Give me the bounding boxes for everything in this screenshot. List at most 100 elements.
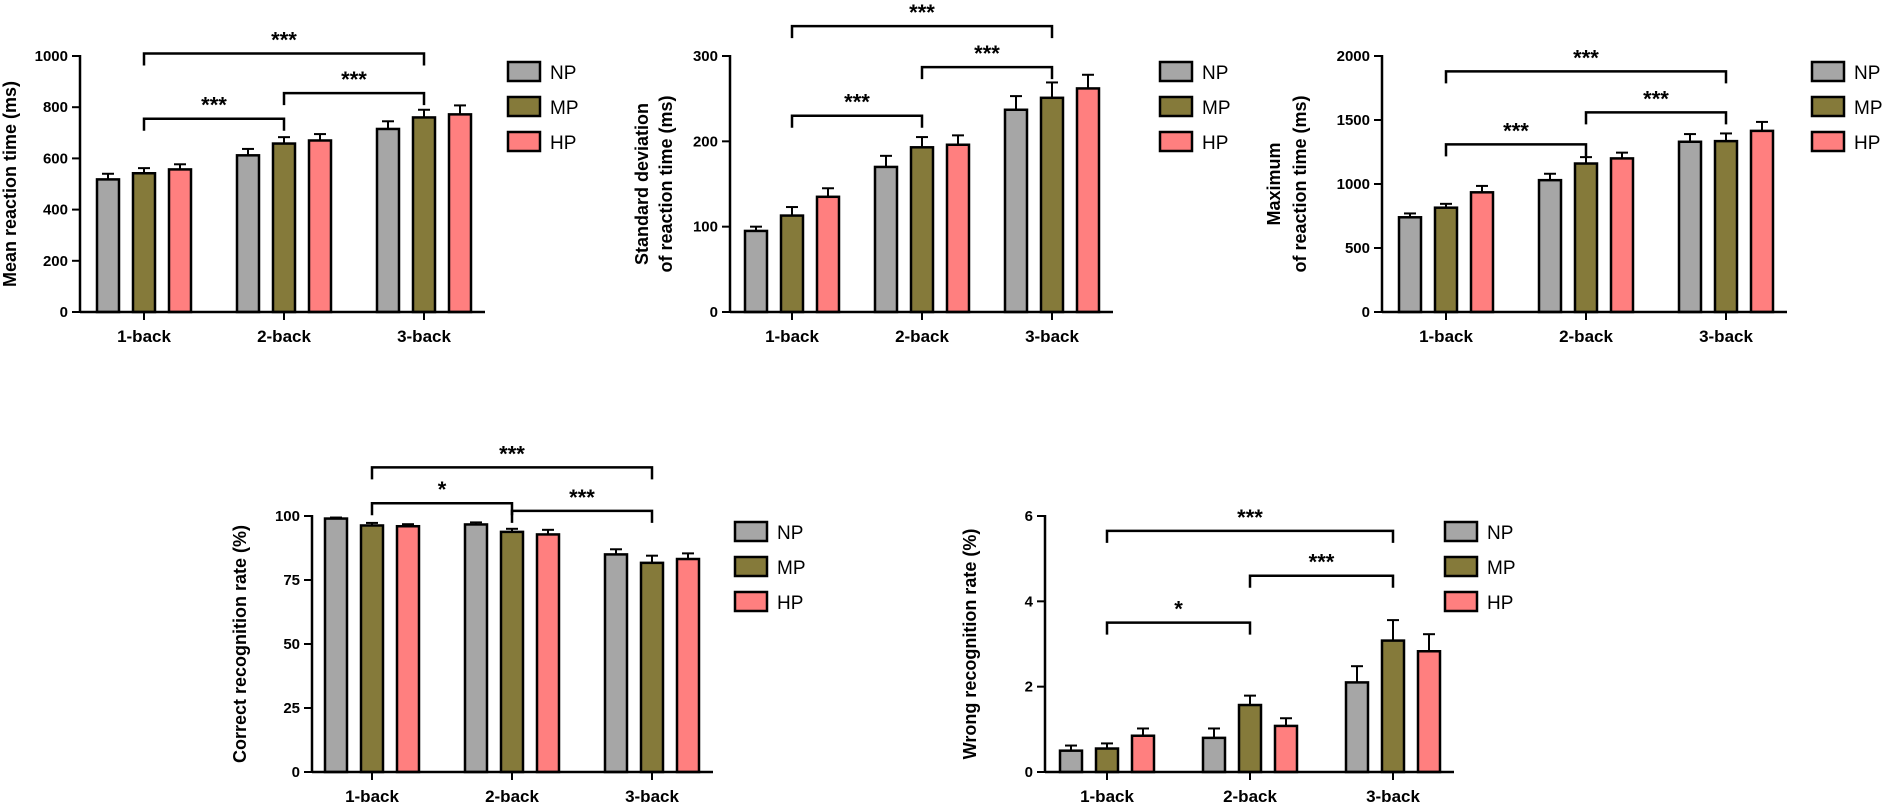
legend-swatch [733,555,769,578]
legend-label: NP [1487,523,1513,544]
y-tick-label: 400 [43,202,68,219]
legend-item-np: NP [1158,60,1228,84]
y-tick-label: 50 [283,636,300,653]
y-tick-label: 2000 [1337,48,1370,65]
bar-np-1-back [95,178,121,314]
significance-bracket-1-back-3-back: *** [1105,505,1395,543]
y-axis-title: Wrong recognition rate (%) [960,529,980,760]
legend-label: HP [550,133,576,154]
bar-hp-2-back [1273,724,1299,774]
legend-swatch [1158,60,1194,83]
chart-panel-1: 0 200 400 600 800 1000 1-back 2-back 3-back Mean … [0,27,579,346]
legend-swatch [1810,130,1846,153]
bar-np-1-back [743,229,769,314]
legend-swatch [1810,60,1846,83]
bar-hp-3-back [447,113,473,314]
significance-label: *** [909,0,935,25]
legend-label: NP [550,63,576,84]
y-axis-title: Standard deviation [632,103,652,265]
legend-label: HP [1202,133,1228,154]
legend-item-mp: MP [1443,555,1516,579]
y-tick-label: 1000 [1337,176,1370,193]
legend-item-hp: HP [733,590,803,614]
bar-mp-3-back [639,561,665,774]
bar-np-1-back [323,517,349,774]
legend-item-mp: MP [733,555,806,579]
legend-swatch [1443,555,1479,578]
bar-hp-1-back [395,524,421,774]
x-tick-label-2-back: 2-back [1559,327,1613,346]
y-tick-label: 75 [283,572,300,589]
bar-np-3-back [1344,681,1370,774]
x-tick-label-3-back: 3-back [625,787,679,806]
significance-label: *** [974,41,1000,66]
legend-swatch [1810,95,1846,118]
bar-hp-2-back [945,143,971,314]
bar-hp-3-back [1749,129,1775,314]
legend-item-np: NP [506,60,576,84]
significance-label: *** [844,90,870,115]
bar-mp-1-back [131,171,157,314]
significance-bracket-2-back-3-back: *** [282,67,426,106]
significance-bracket-2-back-3-back: *** [1248,550,1395,588]
x-tick-label-1-back: 1-back [1419,327,1473,346]
bar-hp-3-back [1075,87,1101,314]
x-tick-label-3-back: 3-back [1366,787,1420,806]
legend-swatch [1158,130,1194,153]
x-tick-label-2-back: 2-back [257,327,311,346]
legend-label: HP [1487,593,1513,614]
legend-label: MP [1202,98,1231,119]
legend-item-mp: MP [506,95,579,119]
bar-mp-2-back [1237,703,1263,774]
significance-bracket-1-back-3-back: *** [1444,45,1728,84]
legend-swatch [506,60,542,83]
y-tick-label: 200 [693,133,718,150]
legend-swatch [1443,520,1479,543]
x-tick-label-1-back: 1-back [765,327,819,346]
significance-bracket-1-back-2-back: *** [142,93,286,131]
significance-label: *** [1237,505,1263,530]
significance-bracket-2-back-3-back: *** [1584,86,1728,125]
bar-mp-3-back [1380,639,1406,774]
y-tick-label: 1000 [35,48,68,65]
bar-mp-1-back [1433,206,1459,314]
bar-hp-1-back [1130,734,1156,774]
legend-swatch [1158,95,1194,118]
significance-bracket-2-back-3-back: *** [510,485,654,523]
legend-swatch [733,590,769,613]
y-tick-label: 4 [1025,593,1034,610]
legend-item-np: NP [1810,60,1880,84]
legend-swatch [506,95,542,118]
y-tick-label: 0 [710,304,718,321]
significance-bracket-1-back-3-back: *** [370,441,654,480]
y-tick-label: 0 [1362,304,1370,321]
legend-item-hp: HP [506,130,576,154]
bar-np-2-back [463,523,489,774]
legend-item-hp: HP [1158,130,1228,154]
legend-label: MP [1854,98,1883,119]
significance-label: *** [499,441,525,466]
bar-mp-2-back [499,530,525,774]
y-tick-label: 600 [43,150,68,167]
chart-panel-3: 0 500 1000 1500 2000 1-back 2-back 3-back Maximu… [1264,45,1883,346]
significance-bracket-1-back-2-back: * [1105,597,1252,635]
bar-hp-3-back [1416,650,1442,774]
x-tick-label-1-back: 1-back [117,327,171,346]
x-tick-label-3-back: 3-back [1025,327,1079,346]
y-tick-label: 2 [1025,679,1033,696]
y-tick-label: 1500 [1337,112,1370,129]
y-axis-title: Maximum [1264,142,1284,225]
bar-mp-3-back [411,116,437,314]
legend-item-hp: HP [1443,590,1513,614]
x-tick-label-2-back: 2-back [895,327,949,346]
legend-label: HP [777,593,803,614]
bar-hp-2-back [535,533,561,774]
bar-np-3-back [1003,108,1029,314]
y-tick-label: 300 [693,48,718,65]
legend-swatch [1443,590,1479,613]
bar-np-3-back [375,127,401,314]
y-tick-label: 6 [1025,508,1033,525]
y-axis-title: of reaction time (ms) [1290,95,1310,272]
x-tick-label-1-back: 1-back [345,787,399,806]
legend-swatch [733,520,769,543]
